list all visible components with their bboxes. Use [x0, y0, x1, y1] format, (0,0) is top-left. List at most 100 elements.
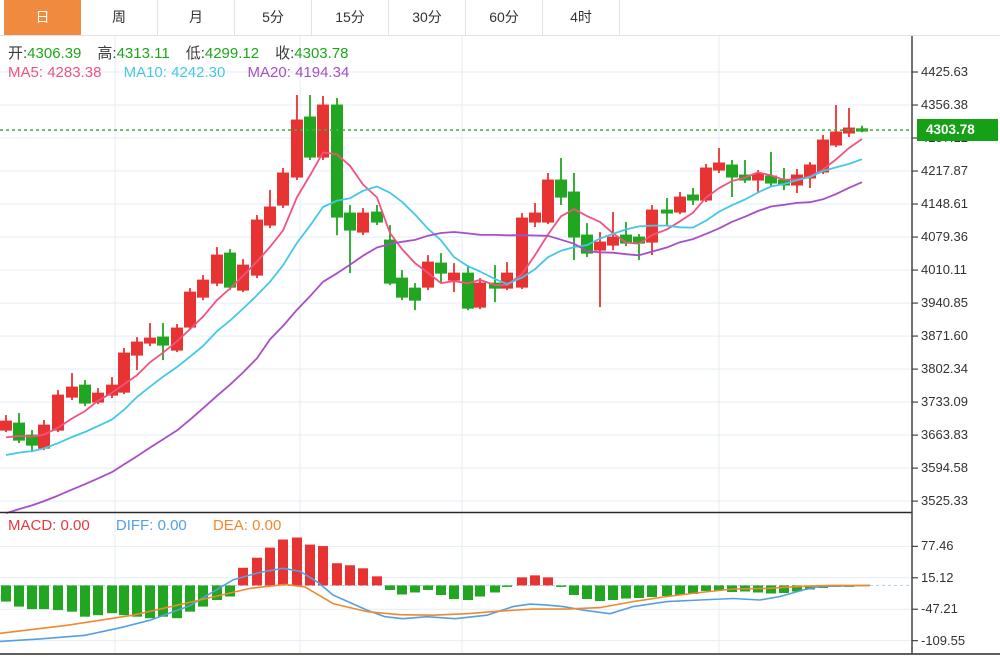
- candle-up: [804, 164, 816, 179]
- candle-up: [317, 104, 329, 158]
- candle-up: [674, 196, 686, 213]
- axis-tick-label: 3733.09: [921, 394, 968, 410]
- macd-bar-negative: [145, 585, 155, 619]
- axis-tick-label: 3802.34: [921, 361, 968, 377]
- ma20-line: [5, 181, 863, 515]
- candle-up: [516, 217, 528, 288]
- candle-down: [331, 104, 343, 218]
- tab-60min[interactable]: 60分: [466, 0, 543, 35]
- macd-bar-negative: [385, 585, 395, 590]
- macd-bar-positive: [332, 563, 342, 586]
- candle-up: [0, 420, 12, 431]
- macd-bar-positive: [292, 537, 302, 586]
- macd-bar-negative: [107, 585, 117, 614]
- macd-bar-negative: [53, 585, 63, 611]
- close-label: 收:: [275, 45, 295, 62]
- macd-bar-negative: [805, 585, 815, 590]
- open-label: 开:: [8, 45, 28, 62]
- candle-up: [607, 236, 619, 246]
- candle-down: [371, 211, 383, 223]
- dea-legend: DEA: 0.00: [212, 517, 282, 534]
- macd-bar-negative: [158, 585, 168, 617]
- candle-up: [542, 179, 554, 223]
- ma5-line: [5, 138, 863, 439]
- candle-up: [184, 291, 196, 328]
- ma10-legend: MA10: 4242.30: [123, 64, 226, 81]
- macd-bar-negative: [119, 585, 129, 616]
- macd-bar-negative: [714, 585, 724, 591]
- tab-week[interactable]: 周: [81, 0, 158, 35]
- ma-header: MA5: 4283.38 MA10: 4242.30 MA20: 4194.34: [8, 64, 367, 81]
- candle-up: [106, 384, 118, 396]
- timeframe-tabbar: 日周月 5分 15分 30分 60分 4时: [0, 0, 1000, 36]
- candle-up: [594, 241, 606, 251]
- diff-line: [0, 567, 871, 643]
- candle-up: [38, 424, 50, 449]
- candle-down: [856, 128, 868, 132]
- macd-bar-negative: [766, 585, 776, 594]
- macd-bar-negative: [132, 585, 142, 617]
- macd-bar-negative: [475, 585, 485, 597]
- macd-bar-negative: [410, 585, 420, 593]
- macd-bar-negative: [621, 585, 631, 599]
- candle-up: [237, 264, 249, 291]
- macd-bar-negative: [556, 585, 566, 587]
- macd-legend: MACD: 0.00: [8, 517, 90, 534]
- macd-bar-negative: [198, 585, 208, 607]
- candle-down: [661, 209, 673, 214]
- candle-up: [529, 212, 541, 223]
- axis-tick-label: 77.46: [921, 538, 954, 554]
- macd-bar-negative: [502, 585, 512, 587]
- low-label: 低:: [185, 45, 205, 62]
- macd-bar-positive: [372, 576, 382, 586]
- macd-bar-negative: [647, 585, 657, 598]
- axis-tick-label: 4356.38: [921, 97, 968, 113]
- macd-bar-negative: [490, 585, 500, 593]
- macd-bar-negative: [225, 585, 235, 597]
- current-price-badge: 4303.78: [917, 119, 998, 142]
- macd-bar-negative: [67, 585, 77, 612]
- candle-up: [752, 173, 764, 181]
- candle-up: [422, 261, 434, 288]
- axis-tick-label: 4010.11: [921, 262, 968, 278]
- candle-down: [344, 212, 356, 231]
- axis-tick-label: -109.55: [921, 632, 966, 648]
- macd-bar-negative: [634, 585, 644, 599]
- candle-down: [435, 262, 447, 274]
- macd-bar-negative: [463, 585, 473, 601]
- ohlc-header: 开:4306.39 高:4313.11 低:4299.12 收:4303.78: [8, 42, 365, 63]
- candle-up: [713, 162, 725, 171]
- macd-bar-positive: [305, 544, 315, 586]
- candle-down: [409, 287, 421, 301]
- macd-bar-negative: [423, 585, 433, 590]
- candle-up: [357, 212, 369, 233]
- axis-tick-label: 3940.85: [921, 295, 968, 311]
- tab-5min[interactable]: 5分: [235, 0, 312, 35]
- axis-tick-label: 4217.87: [921, 163, 968, 179]
- axis-tick-label: 4148.61: [921, 196, 968, 212]
- macd-bar-negative: [688, 585, 698, 594]
- macd-bar-negative: [27, 585, 37, 610]
- candle-down: [26, 434, 38, 446]
- tab-15min[interactable]: 15分: [312, 0, 389, 35]
- candle-up: [144, 337, 156, 344]
- macd-bar-positive: [252, 557, 262, 586]
- macd-bar-negative: [172, 585, 182, 619]
- candle-up: [197, 279, 209, 298]
- candle-down: [555, 179, 567, 198]
- macd-header: MACD: 0.00 DIFF: 0.00 DEA: 0.00: [8, 517, 303, 534]
- macd-bar-negative: [569, 585, 579, 596]
- tab-30min[interactable]: 30分: [389, 0, 466, 35]
- macd-bar-positive: [517, 577, 527, 586]
- macd-bar-positive: [358, 568, 368, 586]
- tab-4hour[interactable]: 4时: [543, 0, 620, 35]
- macd-bar-negative: [449, 585, 459, 600]
- high-label: 高:: [97, 45, 117, 62]
- tab-month[interactable]: 月: [158, 0, 235, 35]
- macd-bar-negative: [39, 585, 49, 610]
- tab-day[interactable]: 日: [4, 0, 81, 35]
- candle-up: [817, 139, 829, 173]
- axis-tick-label: 3663.83: [921, 427, 968, 443]
- candle-up: [291, 119, 303, 178]
